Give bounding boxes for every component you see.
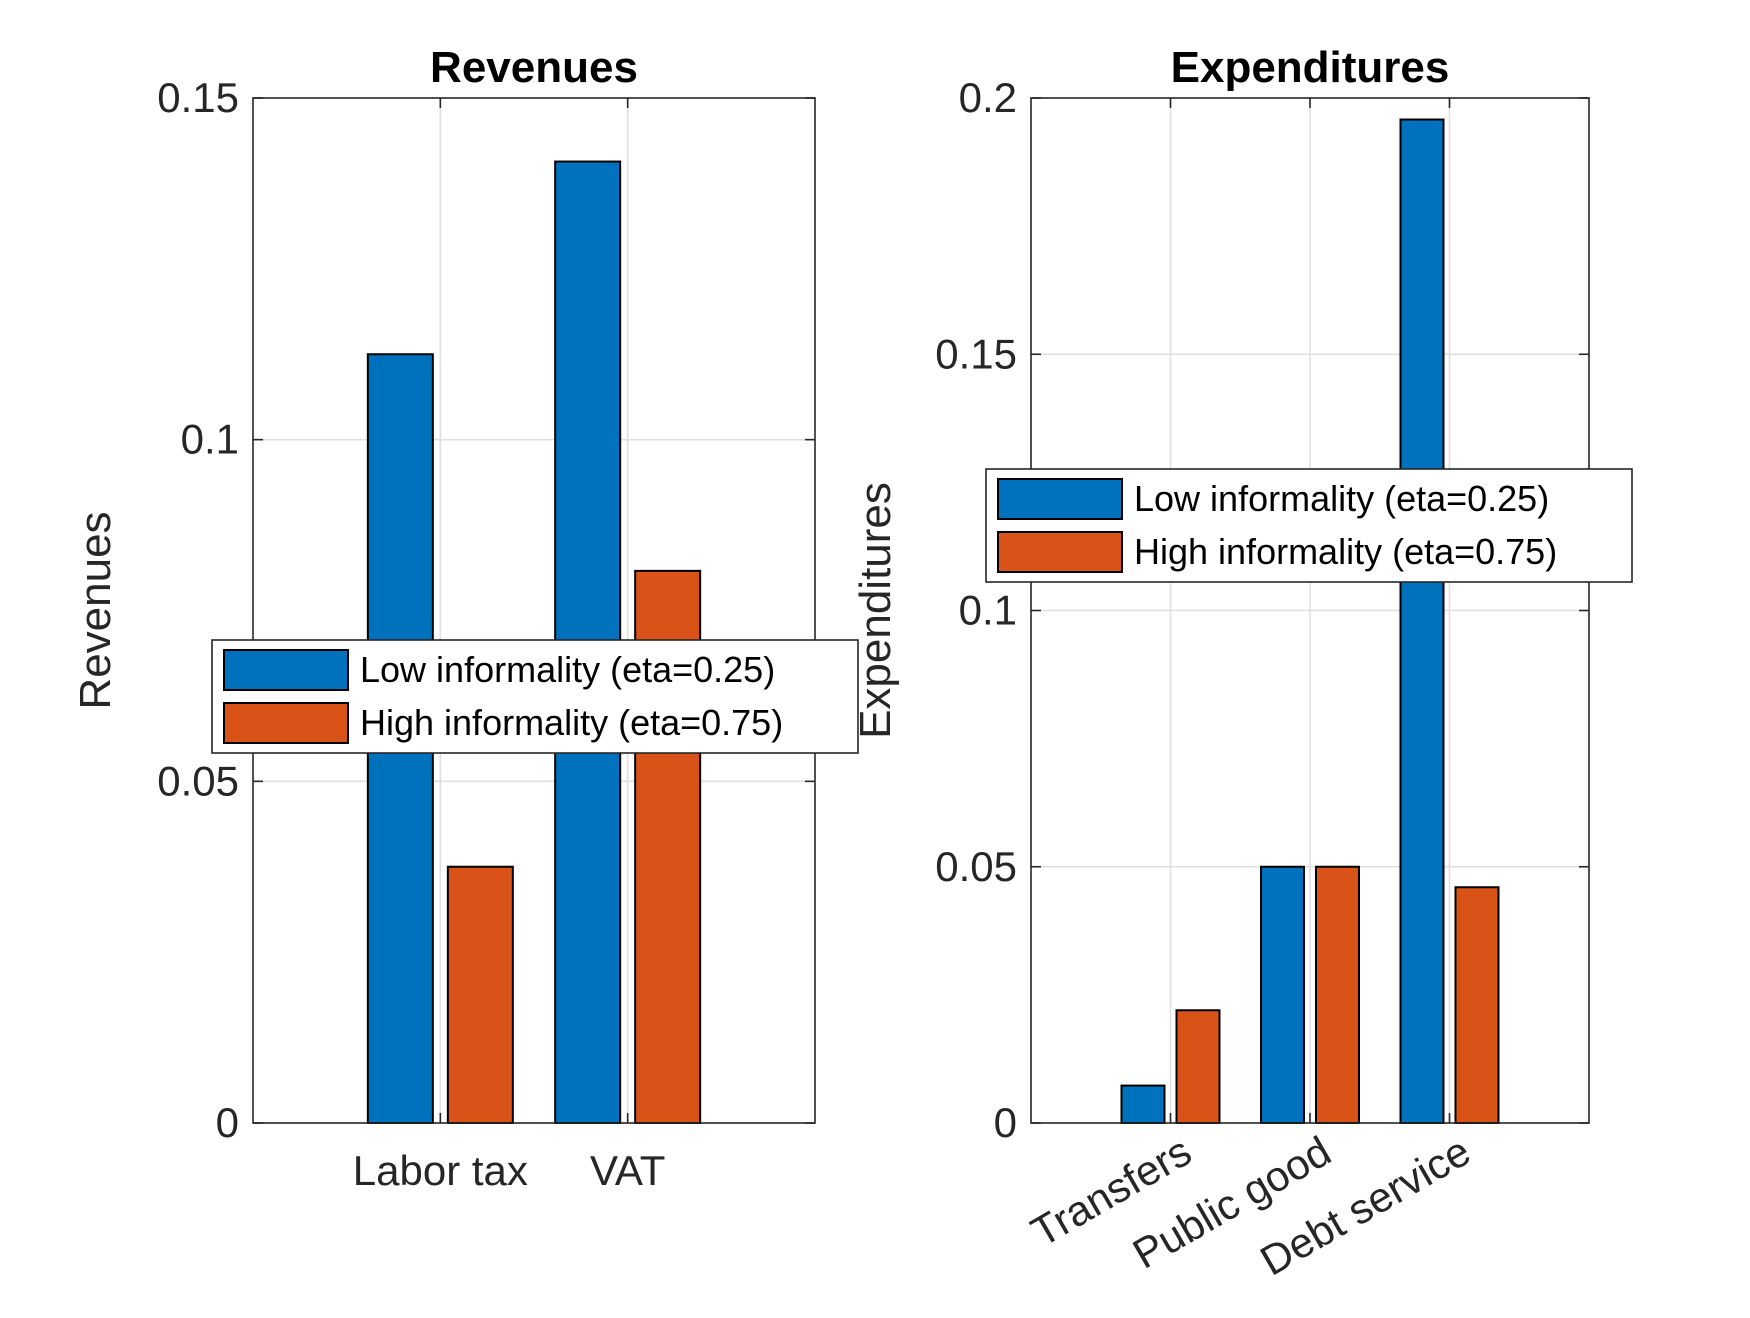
revenues-xtick-label: Labor tax — [353, 1147, 528, 1194]
expenditures-bar-high-1 — [1315, 865, 1360, 1124]
expenditures-title: Expenditures — [1171, 43, 1450, 92]
revenues-xtick-label: VAT — [590, 1147, 665, 1194]
expenditures-ytick-label: 0.05 — [935, 843, 1017, 890]
revenues-bar-high-0 — [446, 865, 514, 1124]
revenues-legend-label: Low informality (eta=0.25) — [360, 649, 775, 690]
revenues-legend: Low informality (eta=0.25) High informali… — [211, 639, 859, 754]
revenues-legend-label: High informality (eta=0.75) — [360, 702, 783, 743]
expenditures-legend-swatch — [997, 478, 1123, 520]
revenues-ytick-label: 0.1 — [181, 416, 239, 463]
revenues-axes-box — [252, 97, 816, 1124]
revenues-ylabel: Revenues — [71, 511, 120, 709]
expenditures-legend-label: Low informality (eta=0.25) — [1134, 478, 1549, 519]
expenditures-ylabel: Expenditures — [851, 482, 900, 739]
expenditures-ytick-label: 0.15 — [935, 330, 1017, 377]
revenues-ytick-label: 0.15 — [157, 74, 239, 121]
revenues-title: Revenues — [430, 43, 638, 92]
expenditures-bar-low-2 — [1399, 118, 1445, 1124]
expenditures-bar-high-2 — [1454, 886, 1500, 1124]
expenditures-ytick-label: 0.2 — [959, 74, 1017, 121]
expenditures-bar-low-1 — [1260, 865, 1305, 1124]
revenues-legend-swatch — [223, 702, 349, 744]
expenditures-bar-high-0 — [1175, 1009, 1221, 1124]
expenditures-legend-swatch — [997, 531, 1123, 573]
expenditures-ytick-label: 0 — [994, 1099, 1017, 1146]
expenditures-legend: Low informality (eta=0.25) High informali… — [985, 468, 1633, 583]
revenues-legend-swatch — [223, 649, 349, 691]
revenues-ytick-label: 0 — [216, 1099, 239, 1146]
revenues-ytick-label: 0.05 — [157, 757, 239, 804]
expenditures-legend-label: High informality (eta=0.75) — [1134, 531, 1557, 572]
expenditures-bar-low-0 — [1120, 1084, 1166, 1125]
expenditures-ytick-label: 0.1 — [959, 587, 1017, 634]
revenues-panel: 0 0.05 0.1 0.15 Labor tax VAT Revenues Revenues… — [71, 43, 859, 1194]
